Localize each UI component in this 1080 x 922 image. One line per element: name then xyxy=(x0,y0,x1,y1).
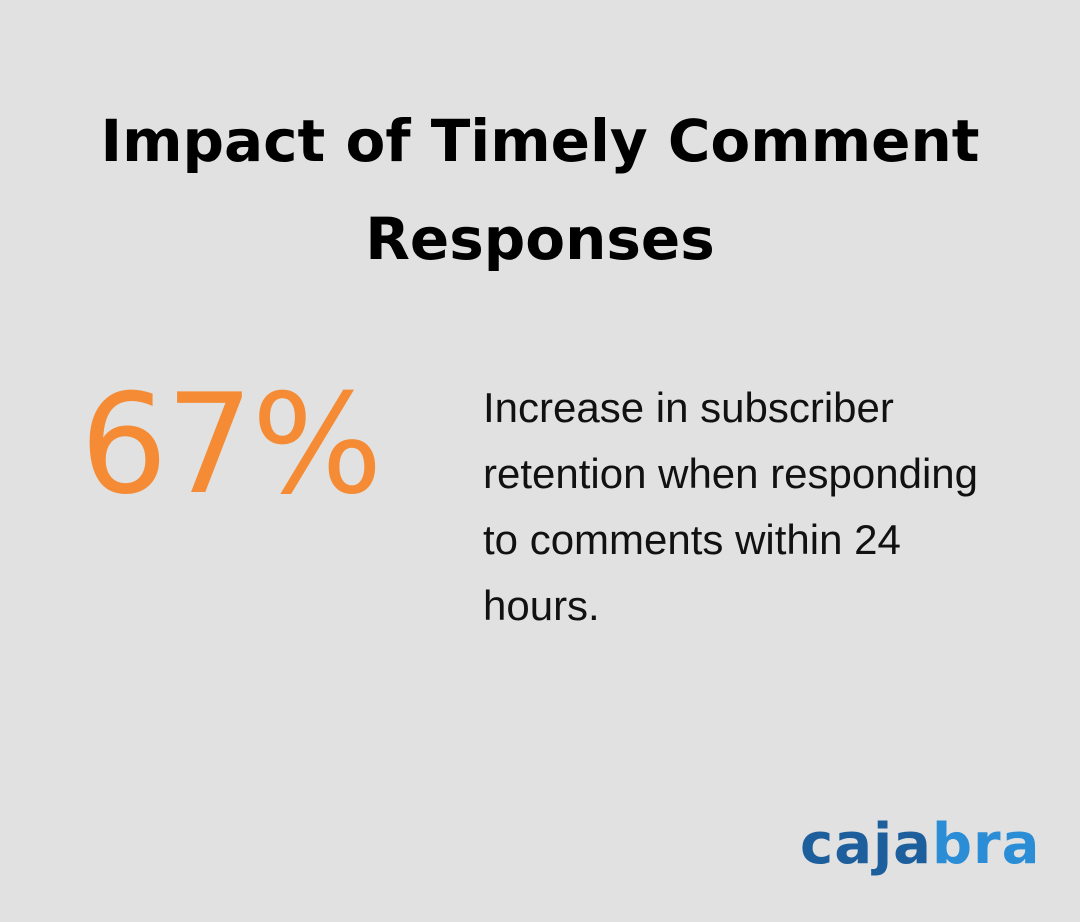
stat-value: 67% xyxy=(80,364,383,525)
brand-logo: cajabra xyxy=(800,810,1040,880)
title: Impact of Timely Comment Responses xyxy=(100,107,980,273)
stat-description: Increase in subscriber retention when re… xyxy=(483,384,979,629)
